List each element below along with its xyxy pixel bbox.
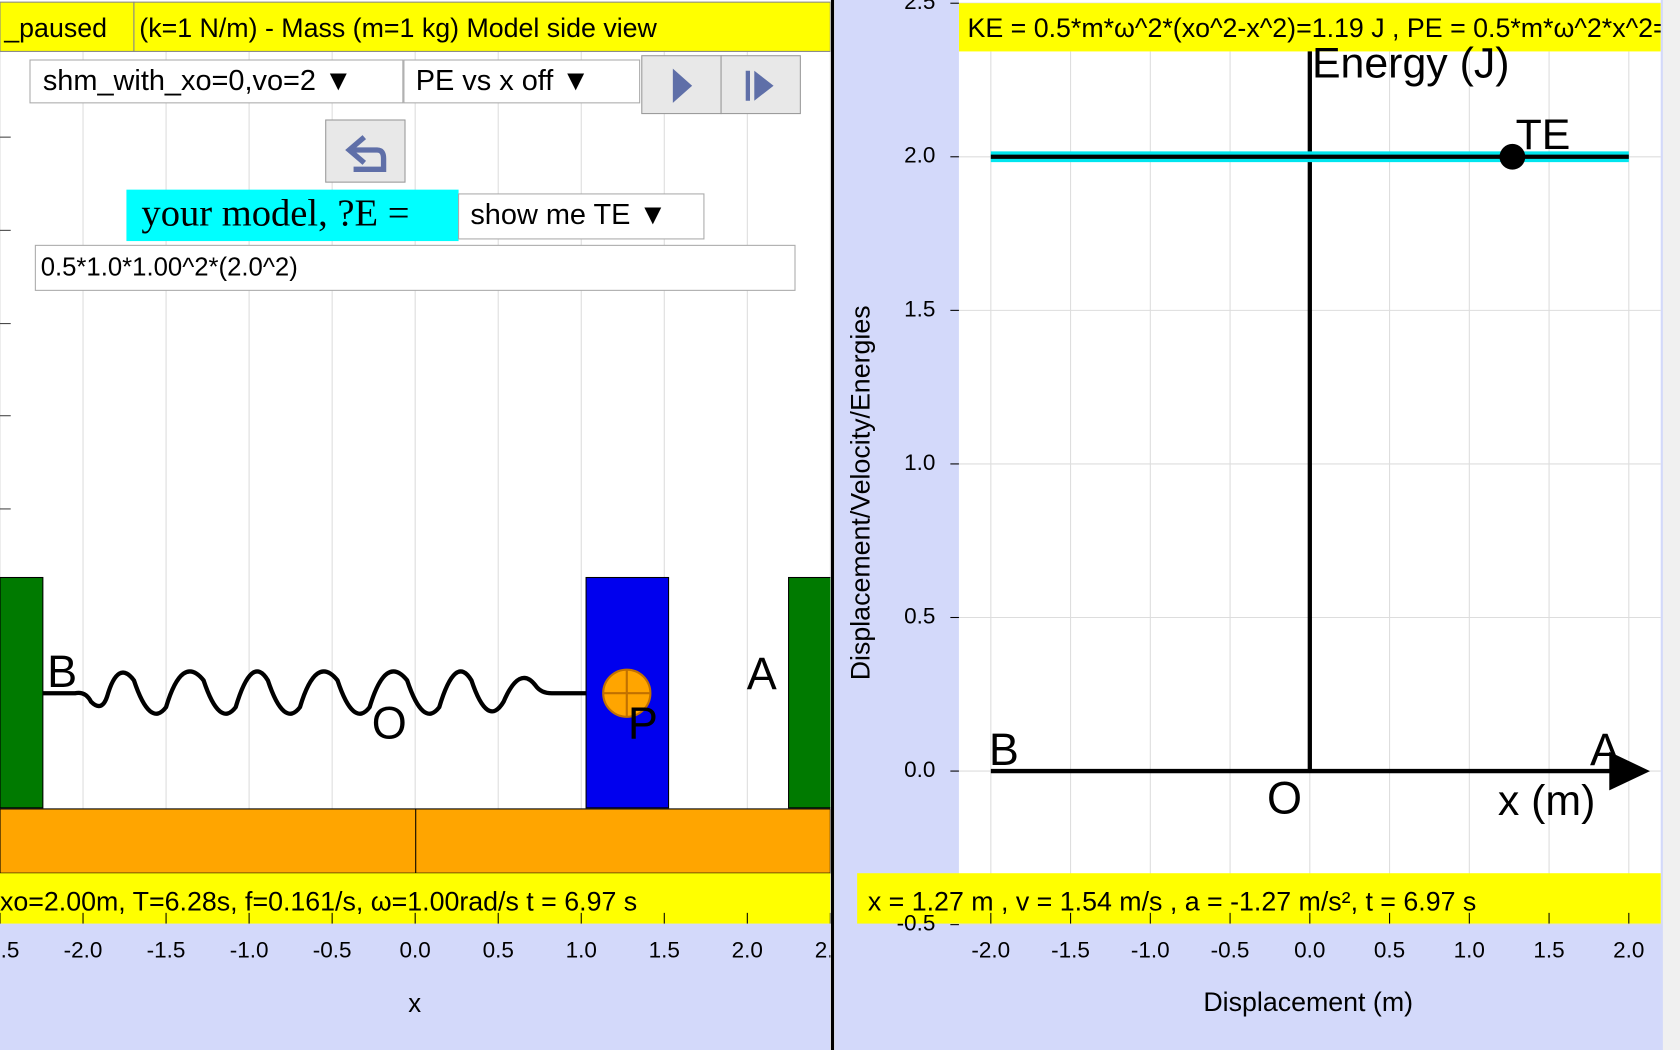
status: _paused [3, 13, 107, 43]
left-panel: _paused (k=1 N/m) - Mass (m=1 kg) Model … [0, 0, 846, 1050]
x-tick-label: -0.5 [1211, 937, 1250, 962]
label-o: O [372, 697, 407, 748]
annotation: B [989, 724, 1019, 775]
label-p: P [628, 697, 658, 748]
energy-text: KE = 0.5*m*ω^2*(xo^2-x^2)=1.19 J , PE = … [967, 13, 1680, 43]
x-tick-label: 2.0 [1613, 937, 1644, 962]
marker [1499, 143, 1526, 170]
annotation: A [1590, 724, 1620, 775]
info: x = 1.27 m , v = 1.54 m/s , a = -1.27 m/… [868, 886, 1476, 916]
axis-bg [0, 923, 831, 1050]
x-axis-label: x [408, 990, 421, 1018]
right-panel: KE = 0.5*m*ω^2*(xo^2-x^2)=1.19 J , PE = … [834, 0, 1680, 1050]
y-axis-label: Displacement/Velocity/Energies [846, 305, 876, 680]
wall-right [788, 576, 831, 809]
x-tick-label: 2.0 [732, 937, 763, 962]
y-tick-label: 1.5 [904, 296, 935, 321]
step-button[interactable] [720, 55, 801, 115]
x-tick-label: -2.5 [0, 937, 19, 962]
x-tick-label: -1.5 [1051, 937, 1090, 962]
x-tick-label: 2.5 [815, 937, 846, 962]
x-tick-label: -2.0 [971, 937, 1010, 962]
x-tick-label: -1.5 [147, 937, 186, 962]
series-label: TE [1516, 111, 1571, 159]
ticks: -2.0 -1.5 -1.0 -0.5 0.0 0.5 1.0 1.5 2.0 -0.5 0.0 0.… [897, 0, 1645, 962]
x-tick-label: 0.0 [400, 937, 431, 962]
play-icon [672, 68, 693, 103]
x-axis-arrow [1609, 751, 1650, 791]
y-tick-label: -0.5 [897, 911, 936, 936]
label-a: A [747, 648, 777, 699]
step-icon [745, 70, 774, 101]
energy-bar [958, 3, 1661, 52]
info: xo=2.00m, T=6.28s, f=0.161/s, ω=1.00rad/… [0, 886, 637, 916]
annotation: O [1267, 772, 1302, 823]
x-tick-label: 1.0 [566, 937, 597, 962]
reset-icon [345, 135, 387, 172]
title-bar [133, 1, 831, 52]
pe-select[interactable] [403, 59, 641, 104]
x-tick-label: 0.5 [1374, 937, 1405, 962]
x-tick-label: -1.0 [230, 937, 269, 962]
x-ticks: -2.5 -2.0 -1.5 -1.0 -0.5 0.0 0.5 1.0 1.5 2.0 2.5 [0, 912, 846, 962]
wall-left [0, 576, 44, 809]
y-tick-label: 0.0 [904, 757, 935, 782]
x-tick-label: -0.5 [313, 937, 352, 962]
model-label-bg [126, 189, 459, 242]
model-input[interactable] [34, 244, 796, 291]
x-tick-label: 1.5 [649, 937, 680, 962]
annotation: Energy (J) [1312, 40, 1510, 88]
pe-text: PE vs x off ▼ [416, 65, 590, 97]
x-tick-label: -1.0 [1131, 937, 1170, 962]
y-tick-label: 2.0 [904, 143, 935, 168]
x-tick-label: -2.0 [64, 937, 103, 962]
y-tick-label: 1.0 [904, 450, 935, 475]
y-tick-label: 2.5 [904, 0, 935, 14]
label-b: B [47, 646, 77, 697]
model-select[interactable] [458, 193, 705, 240]
model-select-text: show me TE ▼ [470, 199, 667, 231]
title: (k=1 N/m) - Mass (m=1 kg) Model side vie… [139, 13, 657, 43]
scenario-select[interactable] [29, 59, 404, 104]
crosshair [603, 669, 651, 717]
annotation: x (m) [1498, 777, 1596, 825]
model-label: your model, ?E = [141, 192, 409, 234]
x-tick-label: 0.5 [483, 937, 514, 962]
x-tick-label: 0.0 [1294, 937, 1325, 962]
scrollbar[interactable] [1662, 0, 1680, 1050]
x-axis-label: Displacement (m) [1203, 987, 1413, 1017]
model-input-text: 0.5*1.0*1.00^2*(2.0^2) [41, 254, 298, 282]
x-tick-label: 1.5 [1533, 937, 1564, 962]
scenario-text: shm_with_xo=0,vo=2 ▼ [43, 65, 353, 97]
spring [42, 669, 587, 716]
x-tick-label: 1.0 [1454, 937, 1485, 962]
y-tick-label: 0.5 [904, 603, 935, 628]
